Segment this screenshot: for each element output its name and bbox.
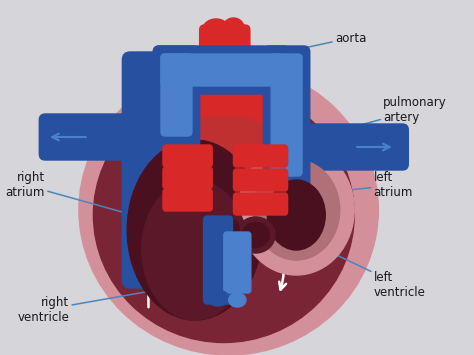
Ellipse shape: [228, 293, 246, 307]
FancyBboxPatch shape: [163, 189, 212, 211]
Ellipse shape: [202, 19, 229, 41]
FancyBboxPatch shape: [161, 54, 192, 136]
Text: right
atrium: right atrium: [6, 171, 166, 224]
Ellipse shape: [151, 55, 296, 185]
Ellipse shape: [208, 26, 244, 44]
FancyBboxPatch shape: [161, 54, 283, 86]
FancyBboxPatch shape: [291, 124, 408, 170]
Ellipse shape: [389, 130, 406, 164]
Ellipse shape: [238, 145, 354, 275]
FancyBboxPatch shape: [224, 232, 251, 293]
FancyBboxPatch shape: [234, 193, 288, 215]
FancyBboxPatch shape: [163, 167, 212, 189]
FancyBboxPatch shape: [203, 216, 233, 304]
Ellipse shape: [93, 87, 354, 343]
Ellipse shape: [202, 210, 245, 250]
FancyBboxPatch shape: [271, 54, 302, 176]
Text: aorta: aorta: [251, 32, 366, 59]
FancyBboxPatch shape: [153, 46, 200, 148]
Ellipse shape: [237, 217, 275, 253]
Text: right
ventricle: right ventricle: [18, 285, 182, 324]
Text: left
atrium: left atrium: [309, 171, 413, 199]
FancyBboxPatch shape: [122, 52, 174, 288]
Ellipse shape: [208, 290, 228, 306]
FancyBboxPatch shape: [153, 46, 291, 94]
FancyBboxPatch shape: [200, 25, 250, 115]
Text: left
ventricle: left ventricle: [318, 246, 425, 299]
Ellipse shape: [156, 115, 292, 215]
FancyBboxPatch shape: [234, 145, 288, 167]
FancyBboxPatch shape: [264, 46, 310, 188]
Ellipse shape: [253, 160, 340, 260]
Ellipse shape: [142, 180, 248, 320]
Ellipse shape: [223, 18, 244, 38]
Text: pulmonary
artery: pulmonary artery: [309, 96, 447, 139]
Ellipse shape: [127, 140, 263, 320]
Ellipse shape: [242, 223, 269, 247]
FancyBboxPatch shape: [163, 145, 212, 167]
Ellipse shape: [267, 180, 325, 250]
Ellipse shape: [79, 65, 378, 355]
Ellipse shape: [209, 216, 239, 244]
FancyBboxPatch shape: [39, 114, 143, 160]
FancyBboxPatch shape: [234, 169, 288, 191]
Ellipse shape: [41, 120, 59, 154]
